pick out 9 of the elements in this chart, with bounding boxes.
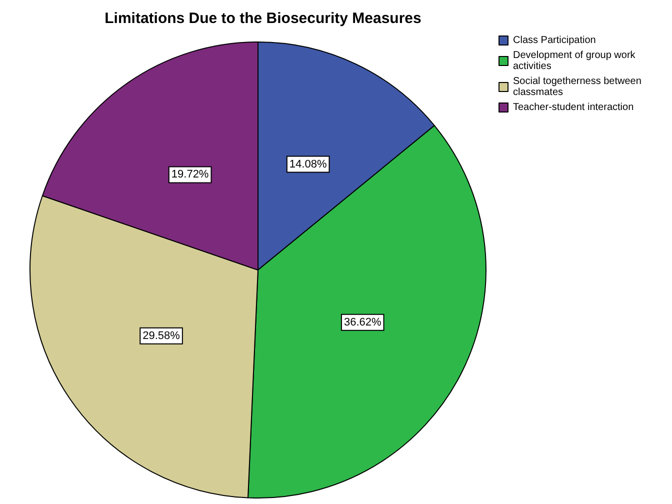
legend-label: Teacher-student interaction xyxy=(513,102,634,113)
data-label: 14.08% xyxy=(289,158,327,170)
legend-label: Class Participation xyxy=(513,35,596,46)
legend-label: Social togetherness between classmates xyxy=(513,76,644,98)
data-label: 19.72% xyxy=(171,168,209,181)
legend-label: Development of group work activities xyxy=(513,50,638,72)
chart-title: Limitations Due to the Biosecurity Measures xyxy=(104,10,422,27)
data-label: 29.58% xyxy=(142,330,180,342)
data-label: 36.62% xyxy=(344,316,382,328)
